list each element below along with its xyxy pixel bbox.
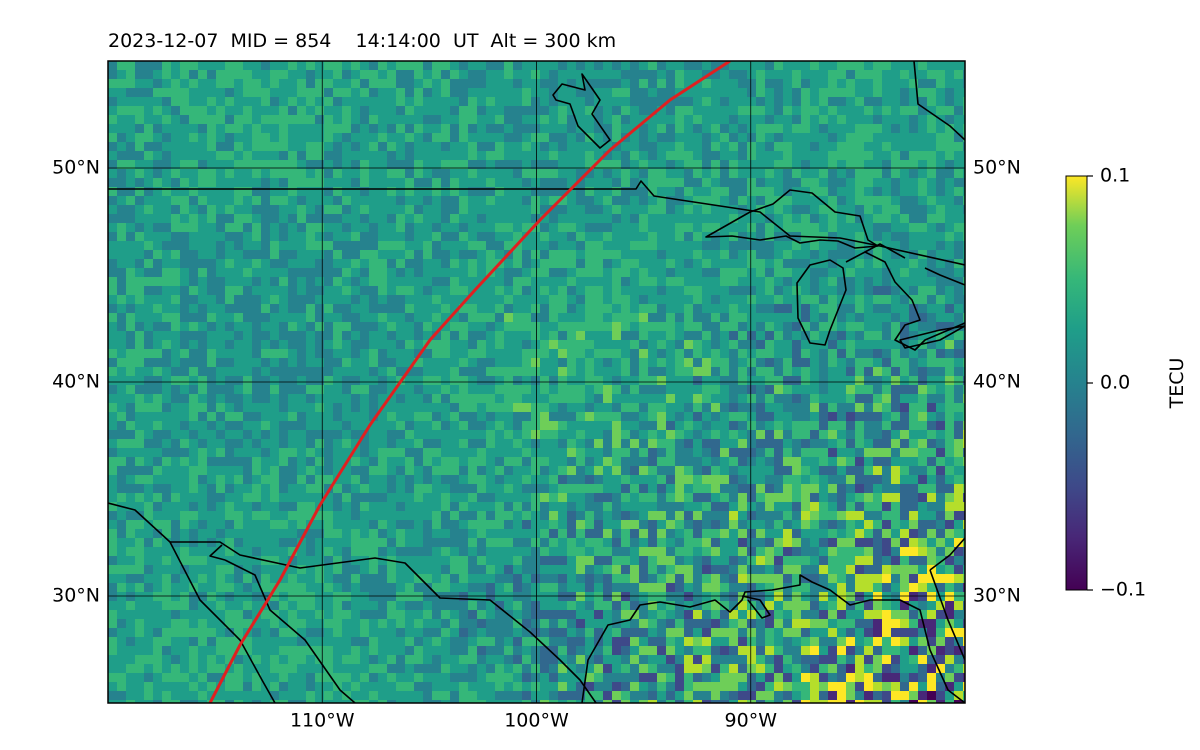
graticule xyxy=(108,61,965,703)
lat-tick-label-right-1: 40°N xyxy=(973,371,1021,393)
colorbar-gradient xyxy=(1065,175,1088,591)
tec-field xyxy=(108,61,965,703)
lat-tick-label-left-2: 30°N xyxy=(52,585,100,607)
lon-tick-label-1: 100°W xyxy=(504,710,569,732)
colorbar-tick-label-0: 0.1 xyxy=(1100,165,1130,187)
map-title: 2023-12-07 MID = 854 14:14:00 UT Alt = 3… xyxy=(108,30,617,52)
coastlines xyxy=(108,61,965,703)
lon-tick-label-2: 90°W xyxy=(725,710,778,732)
colorbar-label: TECU xyxy=(1166,358,1188,410)
satellite-track xyxy=(208,61,731,703)
lat-tick-label-right-2: 30°N xyxy=(973,585,1021,607)
colorbar-tick-label-2: −0.1 xyxy=(1100,579,1146,601)
lon-tick-label-0: 110°W xyxy=(290,710,355,732)
colorbar-tick-label-1: 0.0 xyxy=(1100,372,1130,394)
colorbar: 0.1 0.0 −0.1 TECU xyxy=(1065,165,1188,601)
axis-labels: 110°W 100°W 90°W 50°N 50°N 40°N 40°N 30°N 30°N xyxy=(52,157,1021,732)
lat-tick-label-left-1: 40°N xyxy=(52,371,100,393)
map-frame xyxy=(107,60,966,704)
lat-tick-label-left-0: 50°N xyxy=(52,157,100,179)
lat-tick-label-right-0: 50°N xyxy=(973,157,1021,179)
